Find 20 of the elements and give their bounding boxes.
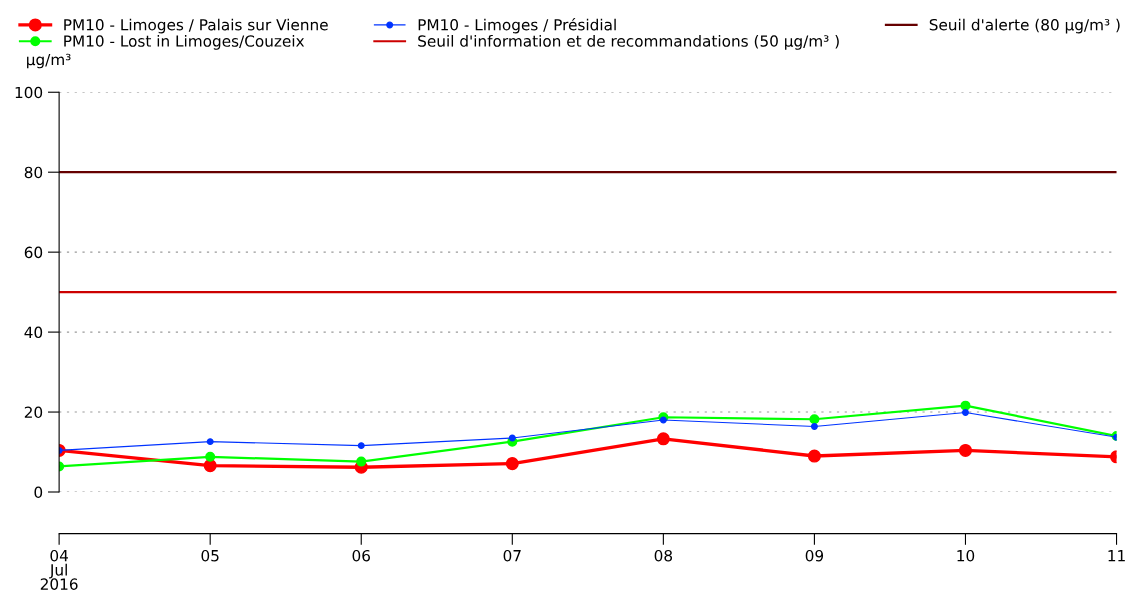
legend-label: Seuil d'information et de recommandations (50 μg/m³ ) [418,34,839,50]
y-tick-label: 80 [24,166,43,179]
y-tick-label: 60 [24,246,43,259]
x-tick-label: 06 [352,549,370,562]
x-tick-label: 10 [957,549,975,562]
x-tick-label: 11 [1108,550,1125,562]
y-tick-label: 40 [24,326,43,339]
legend-label: PM10 - Limoges / Palais sur Vienne [64,18,328,34]
x-tick-label: 04 Jul 2016 [40,549,78,590]
x-tick-label: 08 [654,549,673,562]
y-tick-label: 20 [24,406,43,419]
y-tick-label: 100 [15,86,43,99]
legend-label: Seuil d'alerte (80 μg/m³ ) [929,18,1120,34]
x-tick-label: 09 [805,549,824,562]
x-tick-label: 07 [503,549,521,562]
y-tick-label: 0 [34,486,43,499]
x-tick-label: 05 [201,549,219,562]
y-axis-title: μg/m³ [27,53,71,69]
legend-label: PM10 - Lost in Limoges/Couzeix [64,34,305,50]
legend-label: PM10 - Limoges / Présidial [418,18,616,34]
